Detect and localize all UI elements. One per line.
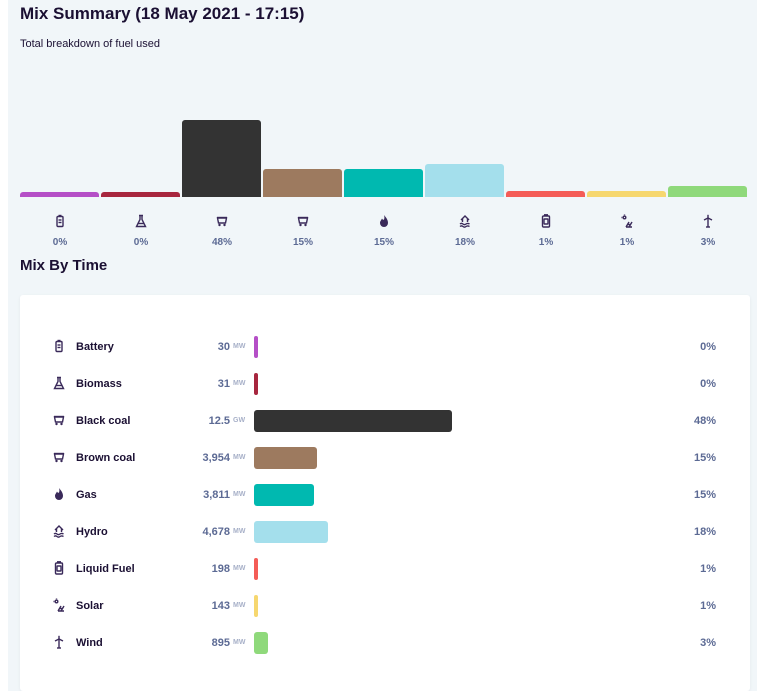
fuel-row[interactable]: Solar 143 MW 1% [20,595,750,617]
fuel-bar-solar [254,595,258,617]
fuel-name: Brown coal [76,452,136,464]
mix-by-time-title: Mix By Time [20,257,108,274]
battery-icon [53,339,67,355]
black-coal-icon [53,413,67,429]
summary-percent-label: 48% [211,237,232,248]
fuel-unit: MW [233,343,246,350]
fuel-value: 12.5 [208,415,230,427]
fuel-row[interactable]: Hydro 4,678 MW 18% [20,521,750,543]
fuel-percent: 0% [700,341,716,353]
solar-icon [53,598,67,614]
fuel-percent: 0% [700,378,716,390]
fuel-value: 31 [217,378,230,390]
fuel-percent: 18% [693,526,716,538]
biomass-icon [53,376,67,392]
fuel-value: 4,678 [202,526,230,538]
fuel-unit: MW [233,491,246,498]
fuel-unit: MW [233,528,246,535]
summary-bar-wind[interactable] [668,186,747,197]
summary-bar-chart [20,100,749,197]
summary-bar-hydro[interactable] [425,164,504,197]
black-coal-icon [182,214,262,228]
battery-icon [20,214,100,228]
solar-icon [587,214,667,228]
summary-percent-row: 0% 0% 48% 15% 15% 18% 1% 1% 3% [20,237,749,253]
summary-percent-label: 1% [619,237,635,248]
liquid-fuel-icon [506,214,586,228]
fuel-bar-battery [254,336,258,358]
fuel-value: 3,811 [203,489,230,501]
gas-icon [344,214,424,228]
summary-percent-label: 3% [700,237,716,248]
wind-icon [668,214,748,228]
fuel-value: 3,954 [202,452,230,464]
fuel-bar-brown-coal [254,447,317,469]
fuel-unit: MW [233,380,246,387]
fuel-unit: MW [233,639,246,646]
fuel-row[interactable]: Biomass 31 MW 0% [20,373,750,395]
fuel-bar-gas [254,484,314,506]
fuel-row[interactable]: Wind 895 MW 3% [20,632,750,654]
summary-percent-label: 15% [373,237,394,248]
fuel-bar-black-coal [254,410,452,432]
fuel-name: Black coal [76,415,131,427]
summary-bar-brown-coal[interactable] [263,169,342,197]
brown-coal-icon [53,450,67,466]
fuel-percent: 15% [693,489,716,501]
summary-title: Mix Summary (18 May 2021 - 17:15) [20,4,305,23]
fuel-row[interactable]: Black coal 12.5 GW 48% [20,410,750,432]
fuel-name: Liquid Fuel [76,563,135,575]
brown-coal-icon [263,214,343,228]
summary-percent-label: 0% [52,237,68,248]
fuel-unit: MW [233,602,246,609]
fuel-bar-biomass [254,373,258,395]
fuel-value: 198 [211,563,230,575]
fuel-unit: MW [233,565,246,572]
summary-bar-liquid-fuel[interactable] [506,191,585,197]
summary-percent-label: 0% [133,237,149,248]
fuel-unit: GW [233,417,246,424]
summary-bar-black-coal[interactable] [182,120,261,197]
wind-icon [53,635,67,651]
fuel-row[interactable]: Gas 3,811 MW 15% [20,484,750,506]
fuel-row[interactable]: Brown coal 3,954 MW 15% [20,447,750,469]
fuel-bar-hydro [254,521,328,543]
summary-percent-label: 18% [454,237,475,248]
mix-by-time-card: Battery 30 MW 0% Biomass 31 MW 0% Black coal 12.5… [20,295,750,691]
summary-percent-label: 15% [292,237,313,248]
fuel-row[interactable]: Battery 30 MW 0% [20,336,750,358]
fuel-unit: MW [233,454,246,461]
hydro-icon [425,214,505,228]
fuel-value: 143 [211,600,230,612]
fuel-name: Solar [76,600,104,612]
summary-bar-battery[interactable] [20,192,99,197]
fuel-percent: 1% [700,600,716,612]
fuel-value: 895 [211,637,230,649]
liquid-fuel-icon [53,561,67,577]
summary-subtitle: Total breakdown of fuel used [20,38,161,50]
gas-icon [53,487,67,503]
fuel-bar-wind [254,632,268,654]
summary-percent-label: 1% [538,237,554,248]
fuel-name: Battery [76,341,114,353]
fuel-name: Gas [76,489,97,501]
fuel-percent: 48% [693,415,716,427]
summary-bar-solar[interactable] [587,191,666,197]
fuel-bar-liquid-fuel [254,558,258,580]
fuel-name: Hydro [76,526,108,538]
hydro-icon [53,524,67,540]
fuel-row[interactable]: Liquid Fuel 198 MW 1% [20,558,750,580]
fuel-percent: 1% [700,563,716,575]
fuel-percent: 3% [700,637,716,649]
fuel-name: Wind [76,637,103,649]
summary-bar-gas[interactable] [344,169,423,197]
fuel-value: 30 [217,341,230,353]
summary-bar-biomass[interactable] [101,192,180,197]
fuel-name: Biomass [76,378,122,390]
fuel-percent: 15% [693,452,716,464]
biomass-icon [101,214,181,228]
summary-icon-row [20,214,749,230]
